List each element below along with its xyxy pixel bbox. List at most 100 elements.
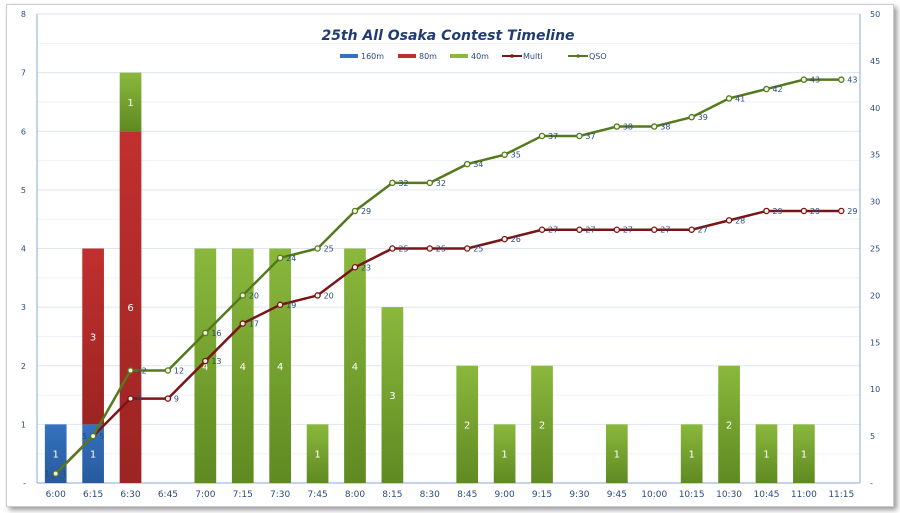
line-data-label: 1: [45, 470, 50, 479]
point-QSO: [613, 123, 621, 130]
bar-40m: [119, 72, 142, 132]
line-data-label: 5: [82, 432, 87, 441]
point-Multi: [202, 357, 209, 365]
bar-data-label: 3: [90, 332, 96, 343]
legend-swatch: [340, 54, 358, 58]
x-tick-label: 8:45: [457, 490, 477, 500]
bar-80m: [82, 248, 104, 425]
bar-data-label: 1: [90, 450, 96, 461]
point-Multi: [725, 217, 733, 224]
point-QSO: [127, 367, 134, 374]
bar-data-label: 1: [688, 450, 694, 461]
line-data-label: 27: [623, 226, 633, 235]
line-data-label: 25: [436, 245, 446, 254]
line-data-label: 37: [585, 132, 595, 141]
line-data-label: 25: [398, 245, 408, 254]
y-right-tick-label: 35: [870, 151, 880, 160]
point-Multi: [164, 395, 172, 402]
point-QSO: [463, 160, 471, 168]
line-data-label: 43: [810, 76, 820, 85]
y-right-tick-label: 25: [870, 245, 880, 254]
x-tick-label: 7:45: [307, 490, 327, 500]
line-data-label: 25: [473, 245, 483, 254]
bar-40m: [605, 424, 628, 483]
x-tick-label: 9:45: [607, 490, 627, 500]
point-Multi: [127, 395, 134, 402]
x-tick-label: 11:00: [791, 490, 817, 500]
x-tick-label: 6:30: [120, 490, 140, 500]
bar-data-label: 4: [277, 362, 283, 373]
line-data-label: 26: [511, 235, 521, 244]
point-QSO: [89, 432, 97, 440]
y-right-tick-label: 15: [870, 338, 880, 347]
bar-data-label: 6: [127, 303, 133, 314]
line-data-label: 32: [398, 179, 408, 188]
bar-data-label: 2: [539, 420, 545, 431]
y-left-tick-label: 8: [21, 10, 26, 19]
x-tick-label: 10:15: [679, 490, 705, 500]
point-QSO: [239, 292, 246, 299]
y-left-tick-label: 1: [21, 420, 26, 429]
point-QSO: [164, 367, 172, 374]
point-QSO: [501, 151, 508, 158]
line-data-label: 27: [548, 226, 558, 235]
line-data-label: 38: [660, 123, 670, 132]
bar-40m: [755, 424, 778, 483]
x-tick-label: 9:15: [532, 490, 552, 500]
line-data-label: 32: [436, 179, 446, 188]
line-data-label: 19: [286, 301, 296, 310]
x-tick-label: 6:15: [83, 490, 103, 500]
point-QSO: [763, 85, 770, 93]
bar-data-label: 4: [352, 362, 358, 373]
bar-40m: [306, 424, 329, 483]
line-Multi: [54, 209, 842, 475]
bar-data-label: 2: [726, 420, 732, 431]
bar-40m: [531, 365, 553, 483]
line-data-label: 39: [698, 113, 708, 122]
y-left-tick-label: 7: [21, 69, 26, 78]
line-data-label: 12: [137, 366, 147, 375]
line-data-label: 17: [249, 320, 259, 329]
bar-data-label: 1: [501, 450, 507, 461]
point-Multi: [576, 226, 583, 233]
line-data-label: 34: [473, 160, 483, 169]
point-Multi: [763, 207, 770, 215]
point-QSO: [276, 254, 284, 262]
point-QSO: [725, 95, 733, 102]
bar-40m: [344, 248, 366, 483]
line-data-label: 28: [735, 216, 745, 225]
bar-data-label: 1: [53, 450, 59, 461]
line-data-label: 25: [324, 245, 334, 254]
point-QSO: [800, 76, 808, 83]
point-Multi: [351, 264, 359, 271]
line-data-label: 9: [174, 395, 179, 404]
line-data-label: 37: [548, 132, 558, 141]
point-Multi: [463, 245, 471, 252]
x-tick-label: 7:00: [195, 490, 215, 500]
bar-40m: [231, 248, 254, 483]
chart-frame: [6, 4, 894, 507]
y-right-tick-label: 40: [870, 104, 880, 113]
point-QSO: [426, 179, 434, 187]
point-Multi: [688, 226, 695, 233]
x-tick-label: 8:15: [382, 490, 402, 500]
y-right-tick-label: -: [870, 479, 873, 488]
bar-40m: [493, 424, 516, 483]
line-data-label: 13: [211, 357, 221, 366]
line-data-label: 5: [99, 432, 104, 441]
line-data-label: 41: [735, 94, 745, 103]
bar-40m: [381, 307, 404, 483]
point-QSO: [651, 123, 658, 130]
bar-data-label: 1: [127, 98, 133, 109]
point-QSO: [688, 113, 695, 121]
y-left-tick-label: 2: [21, 362, 26, 371]
y-left-tick-label: 6: [21, 127, 26, 136]
y-right-tick-label: 30: [870, 198, 880, 207]
x-tick-label: 6:00: [46, 490, 66, 500]
point-QSO: [202, 329, 209, 337]
bar-80m: [119, 131, 142, 483]
y-left-tick-label: 4: [21, 245, 26, 254]
bar-40m: [793, 424, 815, 483]
bar-data-label: 1: [801, 450, 807, 461]
